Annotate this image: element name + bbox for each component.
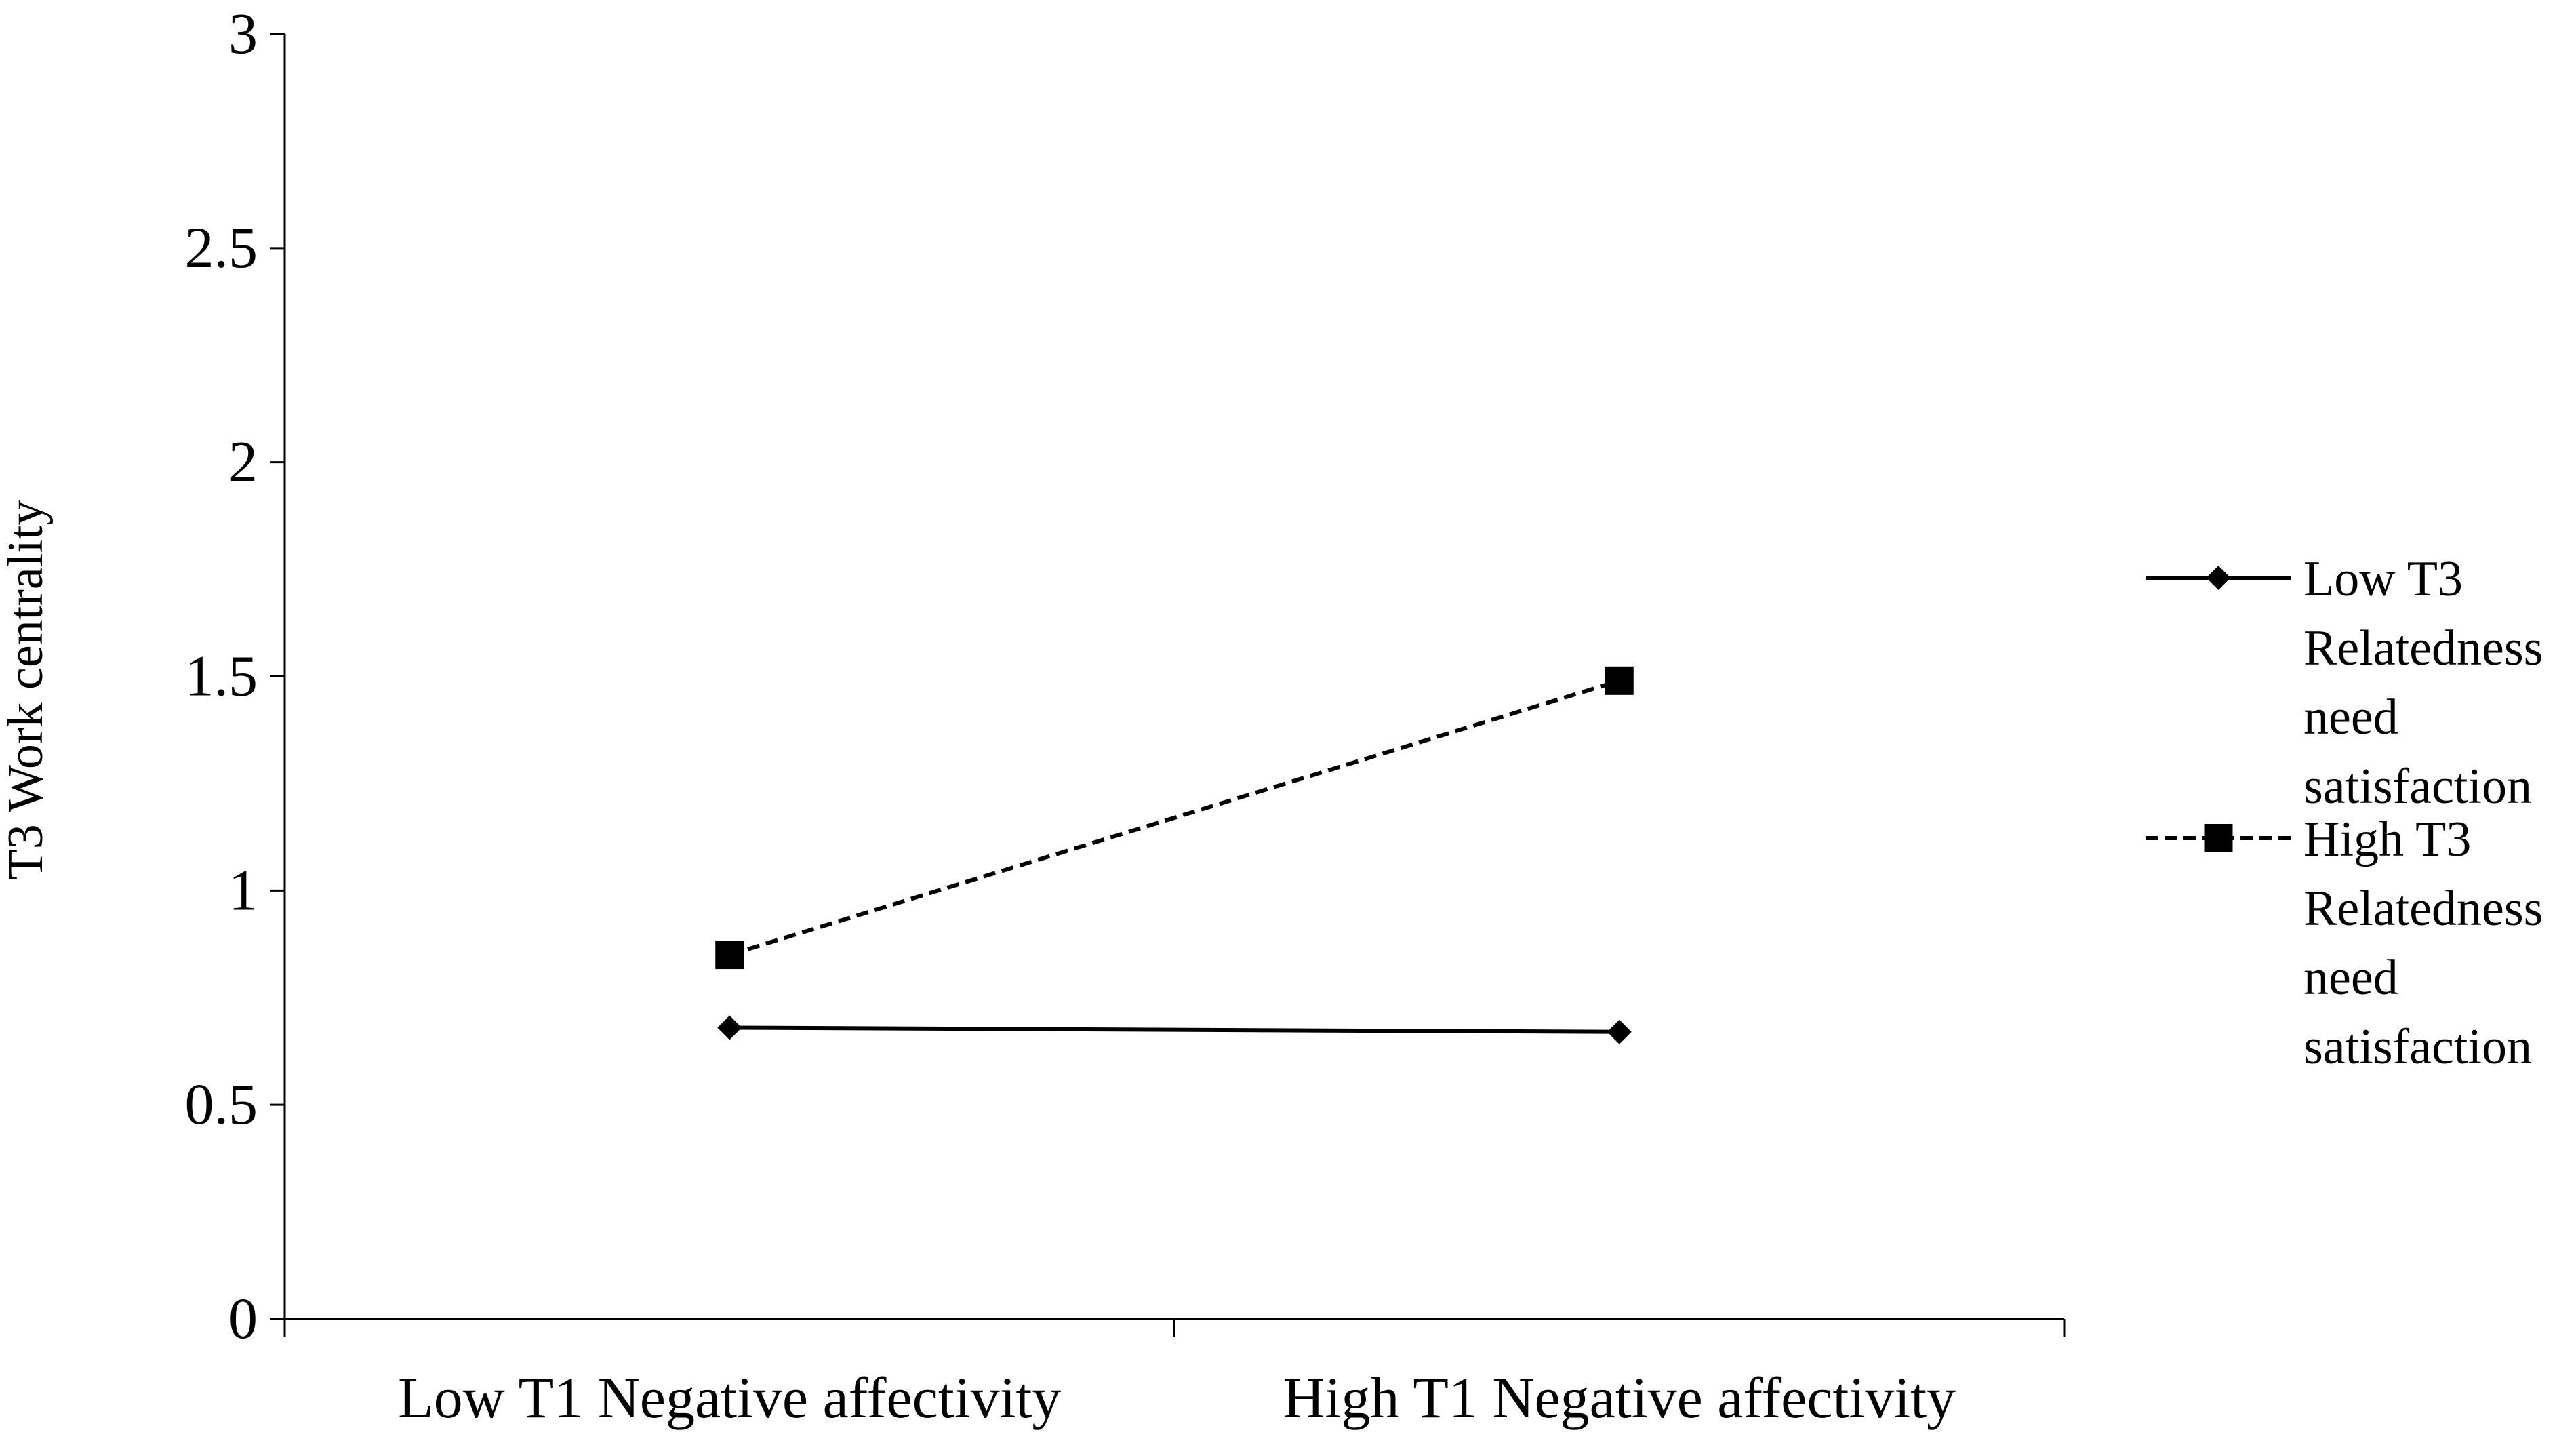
data-point — [1607, 1019, 1632, 1044]
y-tick-label: 0 — [228, 1286, 258, 1351]
series-2 — [715, 666, 1634, 970]
y-tick-label: 3 — [228, 1, 258, 66]
x-category-label: Low T1 Negative affectivity — [398, 1365, 1061, 1430]
y-tick-label: 1 — [228, 857, 258, 922]
legend-marker — [2206, 566, 2231, 590]
axes — [283, 34, 2064, 1320]
y-tick-label: 0.5 — [185, 1071, 258, 1136]
y-tick-label: 1.5 — [185, 644, 258, 709]
legend-label: Low T3 Relatedness need satisfaction — [2303, 551, 2543, 814]
series-line — [729, 1025, 1619, 1034]
legend-label: High T3 Relatedness need satisfaction — [2303, 812, 2543, 1075]
y-axis-ticks: 0 0.5 1 1.5 2 2.5 3 — [185, 1, 285, 1351]
y-tick-label: 2.5 — [185, 215, 258, 280]
legend-entry-2: High T3 Relatedness need satisfaction — [2146, 812, 2543, 1075]
data-point — [717, 1015, 742, 1040]
series-line — [729, 678, 1620, 957]
y-axis-title: T3 Work centrality — [0, 500, 54, 880]
y-tick-label: 2 — [228, 429, 258, 494]
x-axis-ticks: Low T1 Negative affectivity High T1 Negat… — [283, 1319, 2066, 1430]
data-point — [1605, 666, 1634, 695]
data-point — [715, 941, 744, 970]
series-1 — [717, 1015, 1632, 1044]
x-category-label: High T1 Negative affectivity — [1283, 1365, 1956, 1430]
legend-entry-1: Low T3 Relatedness need satisfaction — [2146, 551, 2543, 814]
series-layer — [715, 666, 1634, 1044]
legend-marker — [2204, 824, 2233, 852]
